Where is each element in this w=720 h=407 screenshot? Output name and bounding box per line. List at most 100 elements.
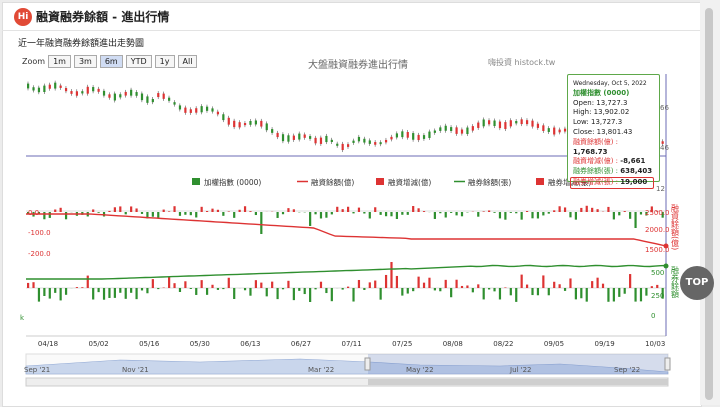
margin-change-bar <box>157 212 159 218</box>
short-change-bar <box>146 288 148 293</box>
short-change-bar <box>271 282 273 288</box>
y-axis-title-short: 融券餘額 <box>671 265 680 299</box>
margin-change-bar <box>325 212 327 218</box>
margin-change-bar <box>190 212 192 215</box>
short-change-bar <box>640 288 642 301</box>
short-change-bar <box>32 282 34 288</box>
margin-change-bar <box>477 212 479 217</box>
y-axis-label-right: 2500.0 <box>645 209 670 217</box>
short-change-bar <box>190 288 192 289</box>
short-change-bar <box>233 288 235 299</box>
candle-body <box>108 94 110 97</box>
candle-body <box>493 121 495 127</box>
short-change-bar <box>380 288 382 300</box>
candle-body <box>184 108 186 113</box>
short-change-bar <box>493 288 495 291</box>
short-change-bar <box>423 283 425 288</box>
margin-change-bar <box>412 206 414 212</box>
margin-change-bar <box>542 212 544 215</box>
margin-change-bar <box>108 211 110 212</box>
margin-change-bar <box>282 212 284 214</box>
candle-body <box>76 91 78 95</box>
y-axis-label-right: 250 <box>651 292 664 300</box>
margin-change-bar <box>119 206 121 212</box>
short-change-bar <box>27 283 29 288</box>
short-change-bar <box>499 288 501 299</box>
candle-body <box>526 120 528 124</box>
margin-change-bar <box>363 212 365 214</box>
short-change-bar <box>418 277 420 288</box>
candle-body <box>455 127 457 134</box>
x-axis-label: 04/18 <box>38 340 58 348</box>
navigator-scrollbar-thumb <box>368 379 668 385</box>
margin-change-bar <box>276 212 278 218</box>
margin-change-bar <box>537 212 539 218</box>
margin-balance-line <box>26 214 666 246</box>
short-change-bar <box>293 288 295 300</box>
candle-body <box>477 123 479 128</box>
candle-body <box>276 133 278 137</box>
short-change-bar <box>651 286 653 288</box>
short-change-bar <box>363 288 365 290</box>
short-change-bar <box>119 288 121 293</box>
candle-body <box>179 105 181 109</box>
short-change-bar <box>114 288 116 298</box>
margin-change-bar <box>591 208 593 212</box>
scroll-to-top-button[interactable]: TOP <box>680 266 714 300</box>
legend-swatch <box>192 178 200 185</box>
candle-body <box>412 133 414 140</box>
legend-swatch <box>376 178 384 185</box>
candle-body <box>466 128 468 134</box>
short-change-bar <box>531 288 533 295</box>
navigator-label: Jul '22 <box>509 366 532 374</box>
candle-body <box>70 91 72 94</box>
candle-body <box>228 118 230 125</box>
short-change-bar <box>266 288 268 296</box>
y-axis-title-margin: 融資餘額(億) <box>671 203 680 250</box>
candle-body <box>548 128 550 132</box>
y-axis-label-top: 46 <box>660 144 669 152</box>
margin-change-bar <box>320 212 322 218</box>
candle-body <box>239 122 241 127</box>
candle-body <box>32 87 34 90</box>
tooltip-close: Close: 13,801.43 <box>573 128 654 138</box>
short-change-bar <box>439 288 441 291</box>
short-change-bar <box>613 288 615 301</box>
short-change-bar <box>466 285 468 288</box>
margin-change-bar <box>445 212 447 218</box>
candle-body <box>472 126 474 130</box>
short-change-bar <box>596 278 598 288</box>
margin-change-bar <box>596 209 598 212</box>
margin-change-bar <box>607 207 609 212</box>
margin-change-bar <box>618 212 620 215</box>
candle-body <box>358 137 360 141</box>
candle-body <box>255 120 257 124</box>
candle-body <box>114 94 116 101</box>
candle-body <box>260 121 262 127</box>
candle-body <box>271 129 273 133</box>
candle-body <box>461 129 463 133</box>
x-axis-label: 05/16 <box>139 340 160 348</box>
short-change-bar <box>49 288 51 299</box>
scrollbar-thumb[interactable] <box>705 8 713 400</box>
short-change-bar <box>130 288 132 293</box>
short-change-bar <box>483 288 485 299</box>
short-change-bar <box>255 280 257 288</box>
short-change-bar <box>591 281 593 288</box>
margin-change-bar <box>483 211 485 212</box>
candle-body <box>222 114 224 120</box>
short-change-bar <box>92 288 94 299</box>
candle-body <box>374 142 376 145</box>
margin-change-bar <box>342 209 344 212</box>
candle-body <box>157 93 159 97</box>
short-change-bar <box>125 288 127 299</box>
y-axis-label-right: 1500.0 <box>645 246 670 254</box>
candle-body <box>369 140 371 143</box>
short-change-bars <box>27 262 664 302</box>
short-change-bar <box>331 288 333 301</box>
navigator-label: Nov '21 <box>122 366 149 374</box>
margin-change-bar <box>369 212 371 218</box>
candle-body <box>564 129 566 132</box>
margin-change-bar <box>407 212 409 215</box>
